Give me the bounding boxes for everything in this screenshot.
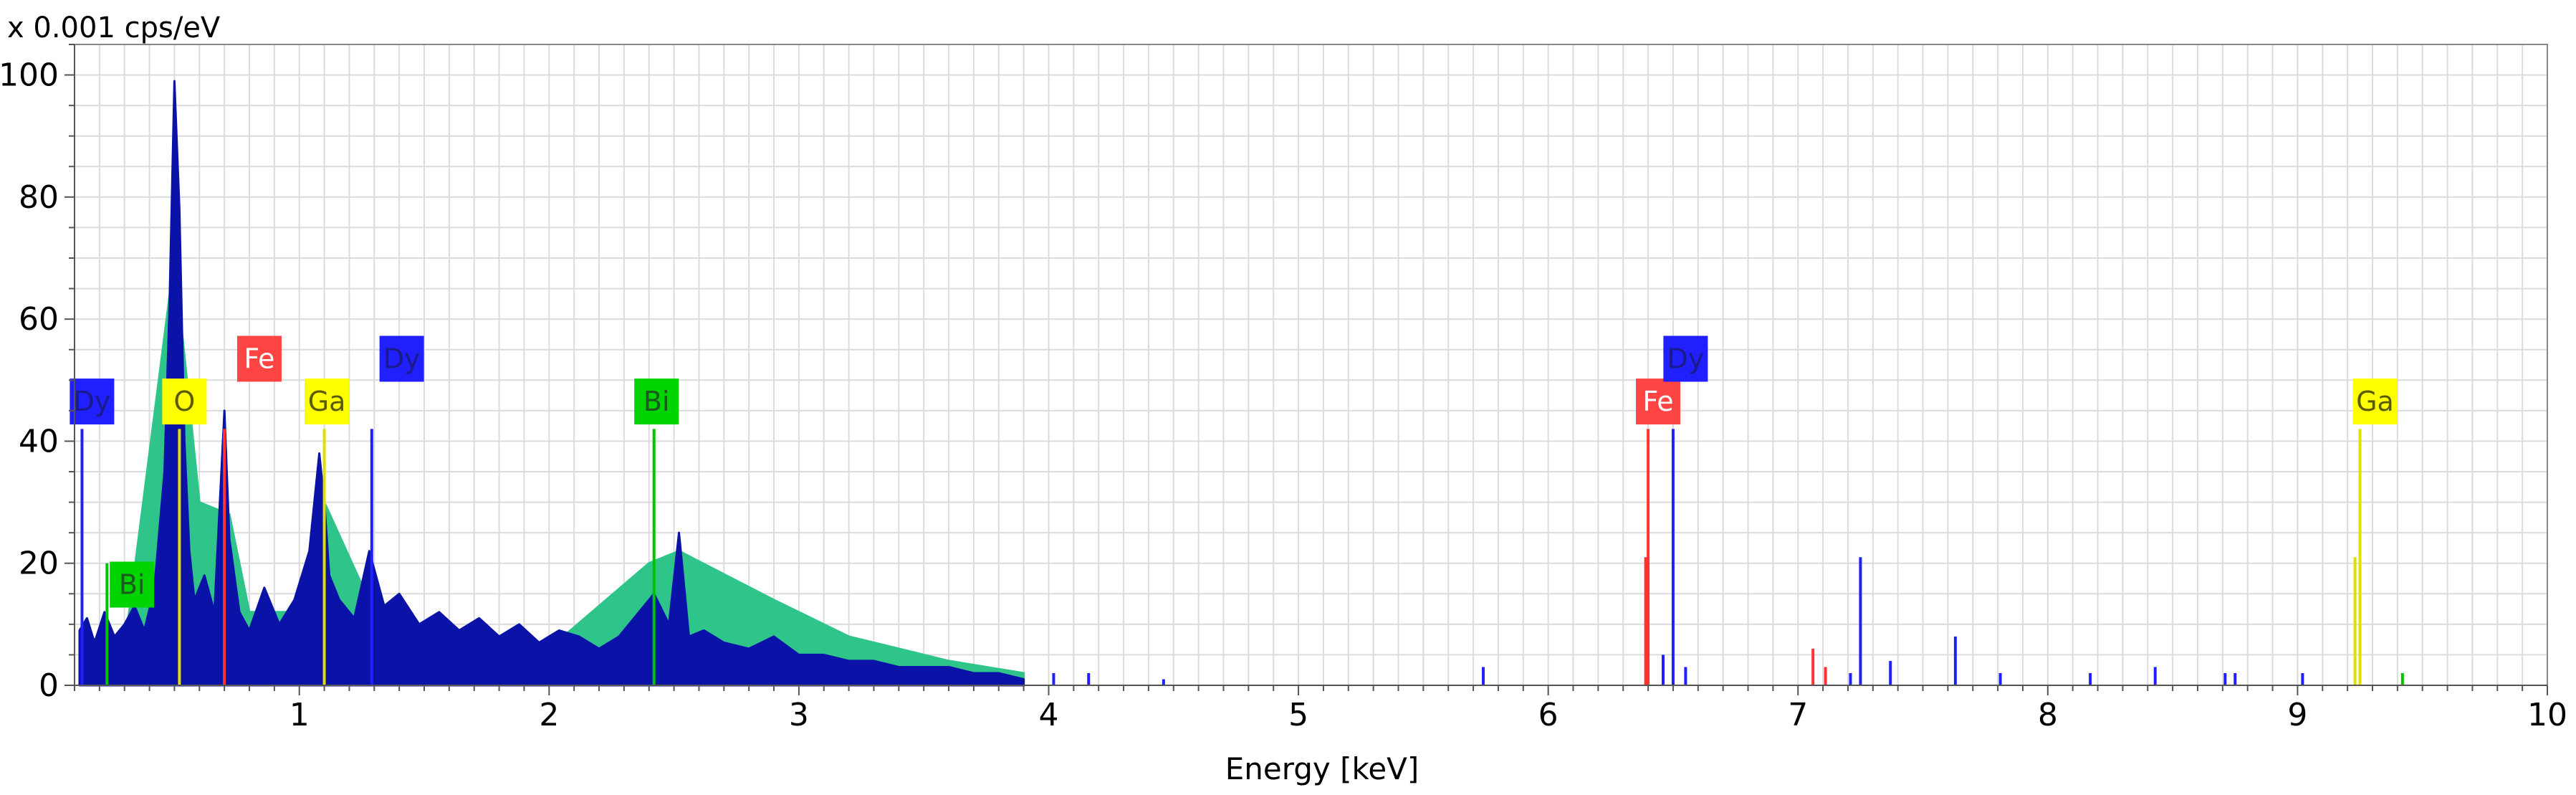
primary-spectrum-area — [78, 80, 1025, 687]
y-tick-label: 100 — [0, 57, 59, 94]
element-label-box — [305, 379, 350, 425]
element-label-fe: Fe — [236, 335, 282, 382]
element-label-box — [162, 379, 207, 425]
element-label-fe: Fe — [1636, 379, 1681, 425]
y-tick-label: 20 — [19, 546, 59, 582]
x-tick-label: 7 — [1788, 697, 1808, 733]
element-label-text: Dy — [74, 386, 111, 417]
element-label-box — [634, 379, 679, 425]
element-label-text: O — [173, 386, 195, 417]
element-label-text: Fe — [244, 343, 274, 374]
element-label-box — [110, 561, 155, 608]
element-label-text: Ga — [308, 386, 346, 417]
element-label-dy: Dy — [70, 379, 115, 425]
axes: 0 20 40 60 80 100 1 2 3 4 5 6 7 8 9 10 — [0, 44, 2567, 733]
element-label-text: Dy — [383, 343, 421, 374]
element-label-box — [1663, 335, 1708, 382]
element-label-text: Ga — [2356, 386, 2394, 417]
x-tick-label: 1 — [289, 697, 310, 733]
element-label-ga: Ga — [2352, 379, 2398, 425]
element-label-text: Dy — [1667, 343, 1705, 374]
element-labels: Dy Bi O Fe Ga Dy Bi Fe Dy Ga — [70, 335, 2398, 608]
element-label-box — [1636, 379, 1681, 425]
x-tick-label: 9 — [2287, 697, 2307, 733]
y-tick-label: 0 — [39, 667, 59, 704]
y-unit-label: x 0.001 cps/eV — [7, 11, 221, 44]
element-label-text: Fe — [1642, 386, 1673, 417]
element-label-o: O — [162, 379, 207, 425]
x-tick-label: 3 — [789, 697, 809, 733]
element-label-box — [2352, 379, 2398, 425]
element-label-text: Bi — [643, 386, 670, 417]
element-peak-lines — [80, 429, 2404, 685]
x-tick-label: 2 — [539, 697, 559, 733]
x-tick-label: 8 — [2038, 697, 2058, 733]
y-tick-label: 80 — [19, 179, 59, 216]
y-tick-label: 60 — [19, 301, 59, 338]
element-label-box — [236, 335, 282, 382]
x-tick-label: 6 — [1538, 697, 1558, 733]
element-label-dy: Dy — [1663, 335, 1708, 382]
primary-spectrum — [78, 80, 1025, 687]
element-label-bi: Bi — [110, 561, 155, 608]
x-tick-label: 4 — [1038, 697, 1058, 733]
x-tick-label: 5 — [1288, 697, 1308, 733]
element-label-dy: Dy — [379, 335, 424, 382]
element-label-ga: Ga — [305, 379, 350, 425]
element-label-box — [379, 335, 424, 382]
x-tick-label: 10 — [2527, 697, 2567, 733]
element-label-box — [70, 379, 115, 425]
y-tick-label: 40 — [19, 423, 59, 460]
element-label-bi: Bi — [634, 379, 679, 425]
element-label-text: Bi — [119, 569, 145, 601]
x-axis-title: Energy [keV] — [1225, 751, 1419, 786]
